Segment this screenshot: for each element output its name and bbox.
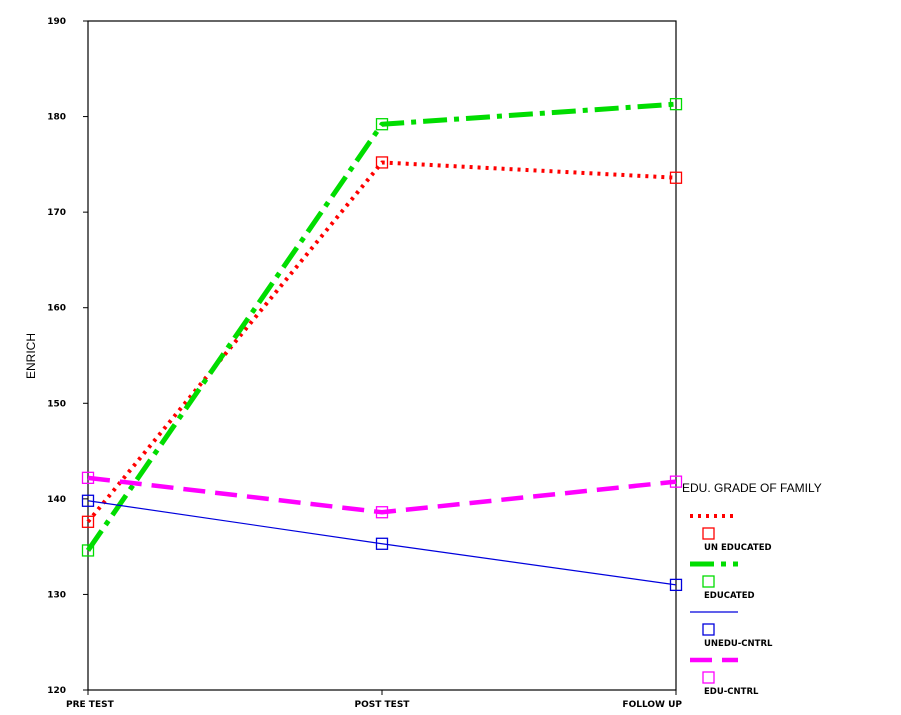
- y-axis: 120 130 140 150 160 170 180 190: [47, 17, 88, 696]
- y-tick-label: 160: [47, 304, 66, 314]
- plot-area: [87, 20, 677, 691]
- data-point-marker: [375, 156, 389, 169]
- legend: EDU. GRADE OF FAMILY UN EDUCATED EDUCATED…: [682, 481, 822, 697]
- y-tick-label: 140: [47, 495, 66, 505]
- legend-marker-swatch: [702, 671, 715, 684]
- legend-label: UNEDU-CNTRL: [704, 639, 773, 649]
- data-point-marker: [669, 171, 683, 184]
- series-educated: [81, 97, 683, 557]
- data-point-marker: [81, 494, 95, 507]
- data-point-marker: [375, 118, 389, 131]
- series-layer: [81, 97, 683, 592]
- legend-label: EDU-CNTRL: [704, 687, 759, 697]
- legend-item: EDUCATED: [690, 561, 755, 601]
- series-un-educated: [81, 156, 683, 528]
- y-tick-label: 120: [47, 686, 66, 696]
- y-tick-label: 170: [47, 208, 66, 218]
- x-tick-label: PRE TEST: [66, 700, 115, 710]
- legend-item: UN EDUCATED: [690, 514, 772, 553]
- series-line: [87, 500, 677, 586]
- x-tick-label: FOLLOW UP: [622, 700, 682, 710]
- x-tick-label: POST TEST: [355, 700, 411, 710]
- legend-item: UNEDU-CNTRL: [690, 611, 773, 649]
- legend-marker-swatch: [702, 527, 715, 540]
- data-point-marker: [81, 544, 95, 557]
- legend-title: EDU. GRADE OF FAMILY: [682, 481, 822, 495]
- data-point-marker: [669, 97, 683, 111]
- y-tick-label: 180: [47, 113, 66, 123]
- legend-label: EDUCATED: [704, 591, 755, 601]
- legend-marker-swatch: [702, 575, 715, 588]
- series-edu-cntrl: [81, 471, 683, 519]
- y-tick-label: 190: [47, 17, 66, 27]
- series-line: [86, 160, 677, 524]
- data-point-marker: [669, 475, 683, 488]
- series-line: [85, 101, 677, 552]
- legend-item: EDU-CNTRL: [690, 657, 759, 697]
- series-line: [87, 475, 677, 515]
- data-point-marker: [81, 471, 95, 484]
- data-point-marker: [669, 578, 683, 592]
- legend-marker-swatch: [702, 623, 715, 636]
- y-axis-title: ENRICH: [24, 333, 38, 379]
- x-axis: PRE TEST POST TEST FOLLOW UP: [66, 690, 682, 710]
- data-point-marker: [375, 506, 389, 519]
- data-point-marker: [375, 537, 389, 550]
- series-unedu-cntrl: [81, 494, 683, 592]
- y-tick-label: 150: [47, 399, 66, 409]
- data-point-marker: [81, 515, 95, 528]
- y-tick-label: 130: [47, 590, 66, 600]
- legend-label: UN EDUCATED: [704, 543, 772, 553]
